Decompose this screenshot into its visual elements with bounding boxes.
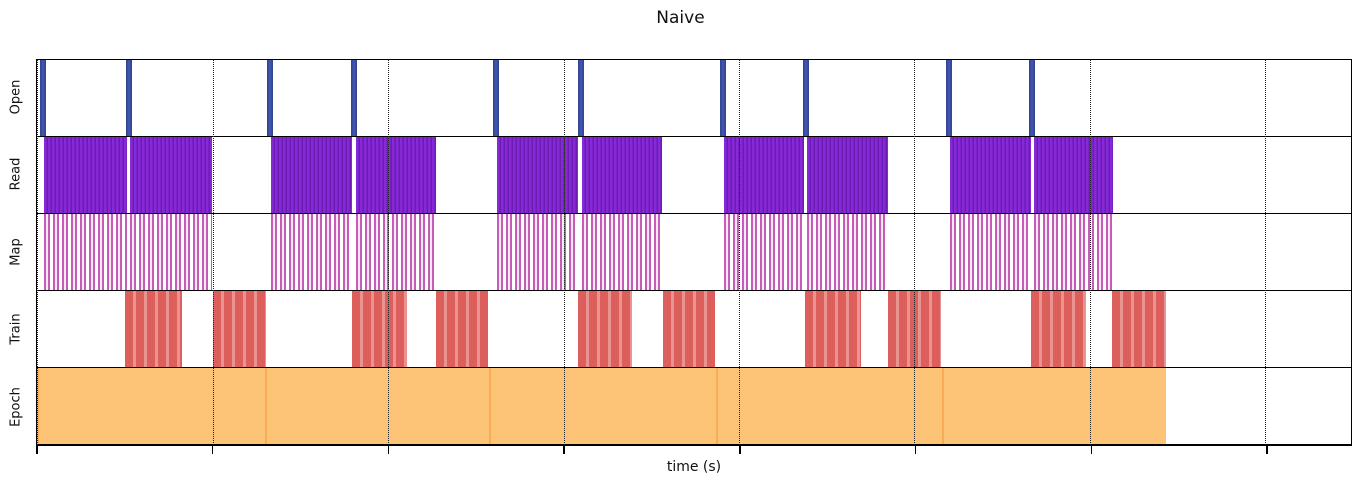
open-interval-bar xyxy=(493,60,500,136)
read-interval-bar xyxy=(806,137,888,213)
x-axis-tick xyxy=(387,446,389,454)
y-axis-label-read: Read xyxy=(8,157,24,191)
epoch-interval-bar xyxy=(489,368,716,444)
vertical-gridline xyxy=(1089,60,1091,445)
vertical-gridline xyxy=(387,60,389,445)
open-interval-bar xyxy=(351,60,358,136)
map-interval-bar xyxy=(1034,214,1114,290)
vertical-gridline xyxy=(563,60,565,445)
x-axis-tick xyxy=(563,446,565,454)
timeline-row-train xyxy=(37,291,1351,368)
epoch-interval-bar xyxy=(37,368,265,444)
map-interval-bar xyxy=(806,214,888,290)
read-interval-bar xyxy=(355,137,437,213)
train-interval-bar xyxy=(1112,291,1167,367)
read-interval-bar xyxy=(270,137,353,213)
train-interval-bar xyxy=(124,291,182,367)
read-interval-bar xyxy=(129,137,212,213)
train-interval-bar xyxy=(352,291,408,367)
x-axis-tick xyxy=(1266,446,1268,454)
x-axis-tick xyxy=(1090,446,1092,454)
vertical-gridline xyxy=(1265,60,1267,445)
open-interval-bar xyxy=(40,60,47,136)
map-interval-bar xyxy=(270,214,353,290)
map-interval-bar xyxy=(582,214,663,290)
timeline-row-map xyxy=(37,214,1351,291)
map-interval-bar xyxy=(949,214,1031,290)
train-interval-bar xyxy=(212,291,266,367)
train-interval-bar xyxy=(887,291,941,367)
y-axis-label-map: Map xyxy=(8,238,24,266)
open-interval-bar xyxy=(266,60,273,136)
x-axis-label: time (s) xyxy=(666,459,722,475)
open-interval-bar xyxy=(578,60,585,136)
x-axis-tick xyxy=(739,446,741,454)
timeline-row-epoch xyxy=(37,368,1351,445)
y-axis-label-train: Train xyxy=(8,313,24,345)
x-axis-tick xyxy=(36,446,38,454)
read-interval-bar xyxy=(43,137,127,213)
open-interval-bar xyxy=(1029,60,1036,136)
chart-title: Naive xyxy=(656,8,705,28)
train-interval-bar xyxy=(1031,291,1087,367)
y-axis-label-epoch: Epoch xyxy=(8,387,24,427)
map-interval-bar xyxy=(497,214,579,290)
read-interval-bar xyxy=(1034,137,1114,213)
vertical-gridline xyxy=(37,60,38,445)
map-interval-bar xyxy=(723,214,804,290)
read-interval-bar xyxy=(497,137,579,213)
map-interval-bar xyxy=(129,214,212,290)
vertical-gridline xyxy=(212,60,214,445)
open-interval-bar xyxy=(719,60,726,136)
train-interval-bar xyxy=(436,291,489,367)
map-interval-bar xyxy=(43,214,127,290)
vertical-gridline xyxy=(738,60,740,445)
train-interval-bar xyxy=(804,291,861,367)
open-interval-bar xyxy=(125,60,132,136)
train-interval-bar xyxy=(662,291,716,367)
timeline-row-read xyxy=(37,137,1351,214)
map-interval-bar xyxy=(355,214,437,290)
epoch-interval-bar xyxy=(941,368,1167,444)
x-axis-tick xyxy=(211,446,214,454)
read-interval-bar xyxy=(723,137,804,213)
timeline-row-open xyxy=(37,60,1351,137)
epoch-interval-bar xyxy=(715,368,942,444)
vertical-gridline xyxy=(914,60,916,445)
open-interval-bar xyxy=(802,60,809,136)
open-interval-bar xyxy=(945,60,952,136)
train-interval-bar xyxy=(578,291,633,367)
read-interval-bar xyxy=(949,137,1031,213)
x-axis-tick xyxy=(914,446,917,454)
y-axis-label-open: Open xyxy=(8,79,24,115)
read-interval-bar xyxy=(582,137,663,213)
epoch-interval-bar xyxy=(264,368,490,444)
plot-area xyxy=(36,59,1352,446)
